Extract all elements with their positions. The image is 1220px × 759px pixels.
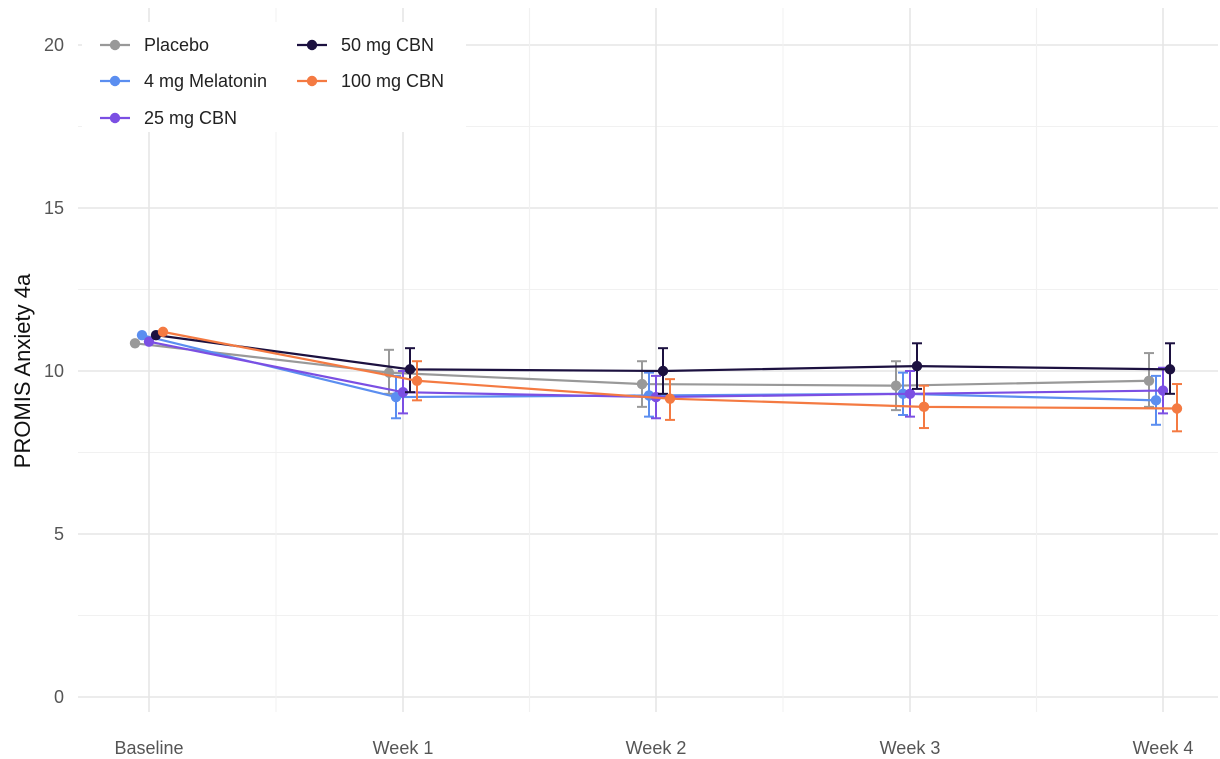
x-tick-label: Week 3 [880,738,941,758]
x-tick-label: Baseline [114,738,183,758]
y-tick-label: 10 [44,361,64,381]
legend-key-point [306,75,318,87]
legend-item: 50 mg CBN [297,35,434,55]
data-point [136,329,148,341]
data-point [890,380,902,391]
axes: PROMIS Anxiety 4a 0 5 10 15 20 Baseline Week 1… [10,35,1193,758]
x-tick-label: Week 4 [1133,738,1194,758]
legend-item: 100 mg CBN [297,71,444,91]
data-point [411,375,423,386]
data-point [636,378,648,390]
series-100-mg-cbn [157,326,1183,433]
legend-key-point [109,39,121,51]
legend-key-point [306,39,318,51]
legend-label: 4 mg Melatonin [144,71,267,91]
data-point [904,388,916,400]
legend-key-point [109,112,121,124]
y-tick-label: 20 [44,35,64,55]
series-placebo [129,338,1155,412]
legend-label: 100 mg CBN [341,71,444,91]
series-50-mg-cbn [150,329,1176,395]
legend-label: Placebo [144,35,209,55]
data-point [911,360,923,372]
x-tick-label: Week 2 [626,738,687,758]
grid-lines [78,8,1218,712]
series-4-mg-melatonin [136,329,1162,426]
data-point [157,326,169,338]
legend-label: 25 mg CBN [144,108,237,128]
y-axis-title: PROMIS Anxiety 4a [10,273,35,468]
legend-label: 50 mg CBN [341,35,434,55]
data-point [1171,403,1183,414]
data-point [397,386,409,398]
data-point [918,401,930,413]
data-point [664,393,676,404]
y-tick-label: 15 [44,198,64,218]
y-tick-label: 0 [54,687,64,707]
y-tick-label: 5 [54,524,64,544]
legend-key-point [109,75,121,87]
data-point [143,336,155,347]
data-point [1150,395,1162,406]
legend-background [82,22,466,132]
data-point [657,365,669,377]
data-point [404,364,416,375]
data-point [129,338,141,349]
data-point [1164,364,1176,375]
legend-item: 25 mg CBN [100,108,237,128]
series [129,326,1183,433]
legend: Placebo 4 mg Melatonin 25 mg CBN 50 mg CBN 1… [82,22,466,132]
legend-item: Placebo [100,35,209,55]
data-point [1143,375,1155,386]
x-tick-label: Week 1 [373,738,434,758]
legend-item: 4 mg Melatonin [100,71,267,91]
